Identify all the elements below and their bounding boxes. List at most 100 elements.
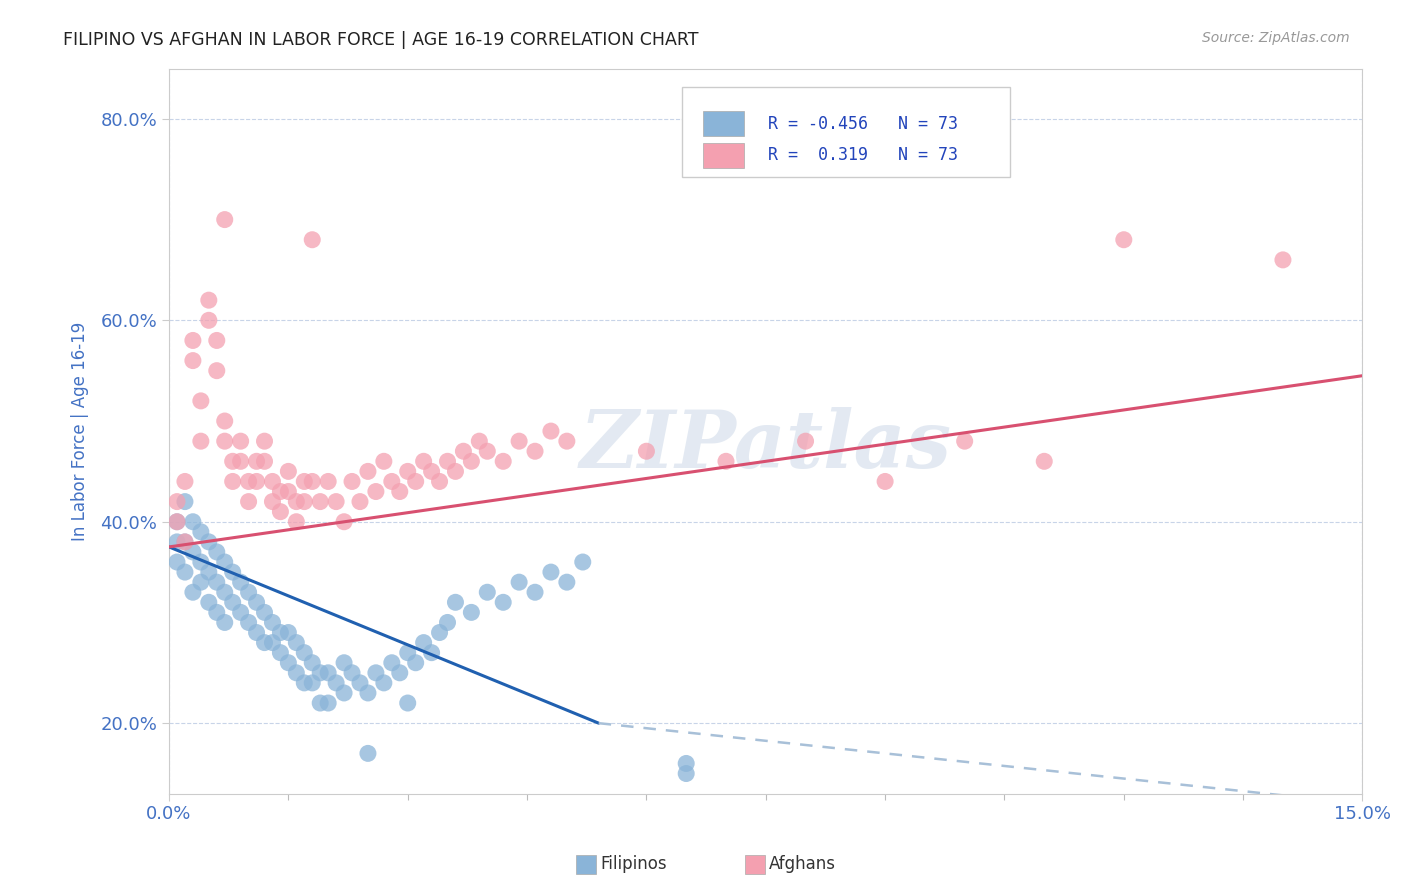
Point (269, 484, 291, 499)
Point (181, 353, 204, 368)
Point (420, 464, 443, 478)
Point (285, 665, 308, 680)
Point (205, 545, 228, 559)
Point (388, 484, 411, 499)
Point (205, 606, 228, 620)
Point (245, 454, 267, 468)
Point (333, 515, 356, 529)
FancyBboxPatch shape (682, 87, 1011, 178)
Point (340, 475, 363, 489)
Point (316, 665, 339, 680)
Point (349, 494, 371, 508)
Point (316, 475, 339, 489)
Point (221, 454, 243, 468)
Point (953, 434, 976, 449)
Point (477, 444, 499, 458)
Point (555, 434, 578, 449)
Point (166, 494, 188, 508)
Point (277, 484, 299, 499)
Point (555, 575, 578, 590)
Point (508, 575, 530, 590)
Point (214, 585, 236, 599)
Point (269, 646, 291, 660)
Point (316, 696, 339, 710)
Point (340, 665, 363, 680)
Point (373, 454, 395, 468)
Point (229, 575, 252, 590)
Point (373, 676, 395, 690)
Point (214, 615, 236, 630)
Point (253, 454, 276, 468)
Point (405, 656, 427, 670)
Point (396, 646, 419, 660)
Point (198, 293, 221, 308)
Point (253, 635, 276, 649)
Point (508, 434, 530, 449)
Y-axis label: In Labor Force | Age 16-19: In Labor Force | Age 16-19 (72, 321, 89, 541)
Point (1271, 252, 1294, 267)
Point (253, 434, 276, 449)
Point (190, 393, 212, 408)
Point (262, 635, 284, 649)
Point (429, 625, 451, 640)
Point (205, 334, 228, 348)
Point (477, 585, 499, 599)
Point (794, 434, 817, 449)
Text: Afghans: Afghans (769, 855, 837, 873)
Point (388, 665, 411, 680)
Point (245, 475, 267, 489)
Point (492, 454, 515, 468)
Point (357, 747, 380, 761)
Point (205, 364, 228, 378)
Point (253, 606, 276, 620)
Point (636, 444, 658, 458)
Text: R =  0.319   N = 73: R = 0.319 N = 73 (768, 146, 957, 164)
Bar (703, 111, 744, 136)
Point (181, 515, 204, 529)
Point (229, 454, 252, 468)
Point (460, 454, 482, 468)
Point (174, 494, 197, 508)
Point (229, 434, 252, 449)
Point (675, 766, 697, 780)
Point (381, 656, 404, 670)
Point (675, 756, 697, 771)
Point (214, 414, 236, 428)
Point (309, 696, 332, 710)
Point (468, 434, 491, 449)
Point (277, 464, 299, 478)
Point (238, 494, 260, 508)
Point (405, 475, 427, 489)
Point (460, 606, 482, 620)
Point (301, 656, 323, 670)
Point (198, 534, 221, 549)
Bar (703, 143, 744, 168)
Point (238, 585, 260, 599)
Point (285, 515, 308, 529)
Point (333, 686, 356, 700)
Point (269, 505, 291, 519)
Point (364, 665, 387, 680)
Point (429, 475, 451, 489)
Point (420, 646, 443, 660)
Point (221, 565, 243, 579)
Point (349, 676, 371, 690)
Point (325, 676, 347, 690)
Point (396, 464, 419, 478)
Point (166, 515, 188, 529)
Point (166, 515, 188, 529)
Point (285, 494, 308, 508)
Point (333, 656, 356, 670)
Point (277, 625, 299, 640)
Point (190, 434, 212, 449)
Point (301, 475, 323, 489)
Point (540, 565, 562, 579)
Point (436, 615, 458, 630)
Point (453, 444, 475, 458)
Point (262, 615, 284, 630)
Point (174, 534, 197, 549)
Text: ZIPatlas: ZIPatlas (579, 407, 952, 484)
Point (540, 424, 562, 438)
Point (166, 534, 188, 549)
Point (181, 585, 204, 599)
